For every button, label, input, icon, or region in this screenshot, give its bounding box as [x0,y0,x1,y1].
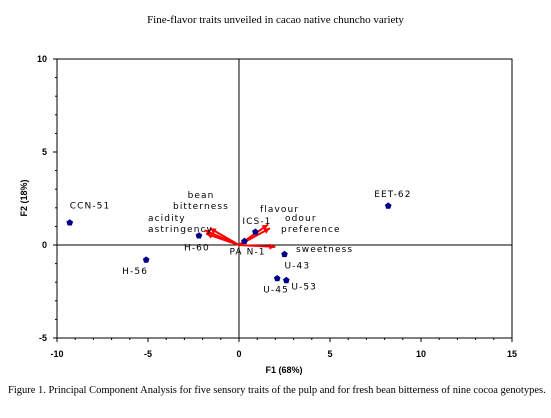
figure-caption: Figure 1. Principal Component Analysis f… [8,385,546,396]
point-label: U-45 [263,285,289,295]
data-point [273,275,281,282]
data-point [281,250,288,258]
vector-label: astringency [148,225,213,235]
data-point [384,202,392,209]
trait-vector-head [209,228,217,234]
y-tick-label: 0 [42,240,47,250]
x-tick-label: 5 [327,349,332,359]
x-axis-title: F1 (68%) [265,365,302,375]
trait-vector [238,244,276,248]
y-tick-label: -5 [39,333,47,343]
data-point [252,228,259,235]
data-point [195,232,203,239]
x-tick-label: 0 [236,349,241,359]
vector-label: odour preference [281,214,341,235]
point-label: U-43 [285,261,311,271]
x-tick-label: -5 [144,349,152,359]
vector-label: flavour [260,205,299,215]
trait-vector-head [269,243,276,250]
y-axis-title: F2 (18%) [19,179,29,216]
trait-vector-head [204,229,212,236]
point-label: PA N-1 [229,247,265,257]
point-label: U-53 [291,282,317,292]
point-label: H-56 [122,267,148,277]
point-label: EET-62 [374,190,411,200]
point-labels: CCN-51 H-56 H-60 PA N-1 ICS-1 U-43 U-45 U-53 EET… [70,190,411,296]
trait-vector-head [261,224,269,231]
data-point [142,256,150,263]
data-point [241,237,248,245]
zero-axes [53,58,513,342]
y-tick-label: 10 [37,54,47,64]
trait-vector-head [263,228,270,234]
x-tick-label: 15 [507,349,517,359]
point-label: H-60 [184,244,210,254]
data-point [283,276,290,284]
y-tick-label: 5 [42,147,47,157]
genotype-points [66,202,392,284]
running-head: Fine-flavor traits unveiled in cacao nat… [147,14,404,26]
trait-vectors [204,223,276,250]
x-tick-label: 10 [416,349,426,359]
data-point [66,219,74,226]
point-label: ICS-1 [242,217,271,227]
vector-label: bean bitterness [173,191,229,212]
vector-label: sweetness [296,245,353,255]
trait-vector-head [206,232,213,239]
x-tick-label: -10 [50,349,63,359]
vector-label: acidity [148,214,186,224]
plot-frame [56,58,513,339]
point-label: CCN-51 [70,202,111,212]
